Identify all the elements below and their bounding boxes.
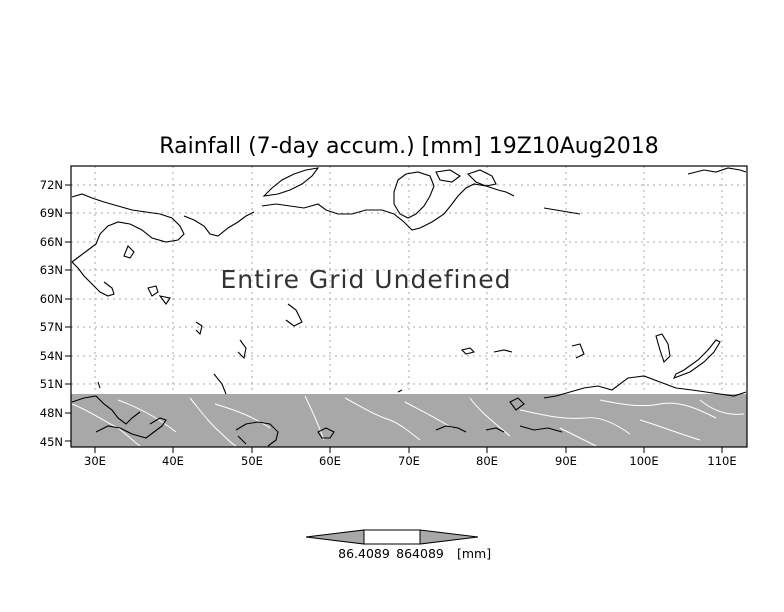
lat-label-66n: 66N <box>40 235 63 249</box>
colorbar-middle-segment <box>363 529 421 545</box>
gridlines <box>71 166 747 447</box>
latitude-axis: 72N 69N 66N 63N 60N 57N 54N 51N 48N 45N <box>40 178 71 449</box>
longitude-axis: 30E 40E 50E 60E 70E 80E 90E 100E 110E <box>84 447 737 468</box>
lat-label-54n: 54N <box>40 349 63 363</box>
lat-label-57n: 57N <box>40 320 63 334</box>
colorbar-label-high: 864089 <box>396 546 444 561</box>
lon-label-80e: 80E <box>476 454 498 468</box>
lat-label-45n: 45N <box>40 435 63 449</box>
masked-region <box>71 394 747 447</box>
lon-label-110e: 110E <box>707 454 736 468</box>
lon-label-40e: 40E <box>162 454 184 468</box>
lat-label-48n: 48N <box>40 406 63 420</box>
lon-label-100e: 100E <box>629 454 658 468</box>
lat-label-63n: 63N <box>40 263 63 277</box>
lon-label-90e: 90E <box>555 454 577 468</box>
colorbar-label-low: 86.4089 <box>338 546 390 561</box>
lat-label-72n: 72N <box>40 178 63 192</box>
lon-label-50e: 50E <box>241 454 263 468</box>
lon-label-60e: 60E <box>319 454 341 468</box>
lon-label-70e: 70E <box>398 454 420 468</box>
lat-label-69n: 69N <box>40 206 63 220</box>
lat-label-51n: 51N <box>40 377 63 391</box>
map-plot-area: Entire Grid Undefined <box>70 165 748 448</box>
lon-label-30e: 30E <box>84 454 106 468</box>
colorbar-left-arrow <box>305 529 365 545</box>
map-title: Rainfall (7-day accum.) [mm] 19Z10Aug201… <box>159 134 658 159</box>
coastlines <box>71 167 747 447</box>
rivers <box>71 395 745 447</box>
colorbar-unit: [mm] <box>457 546 491 561</box>
colorbar: 86.4089 864089 [mm] <box>305 529 491 561</box>
colorbar-right-arrow <box>419 529 479 545</box>
lat-label-60n: 60N <box>40 292 63 306</box>
undefined-grid-message: Entire Grid Undefined <box>220 265 511 294</box>
